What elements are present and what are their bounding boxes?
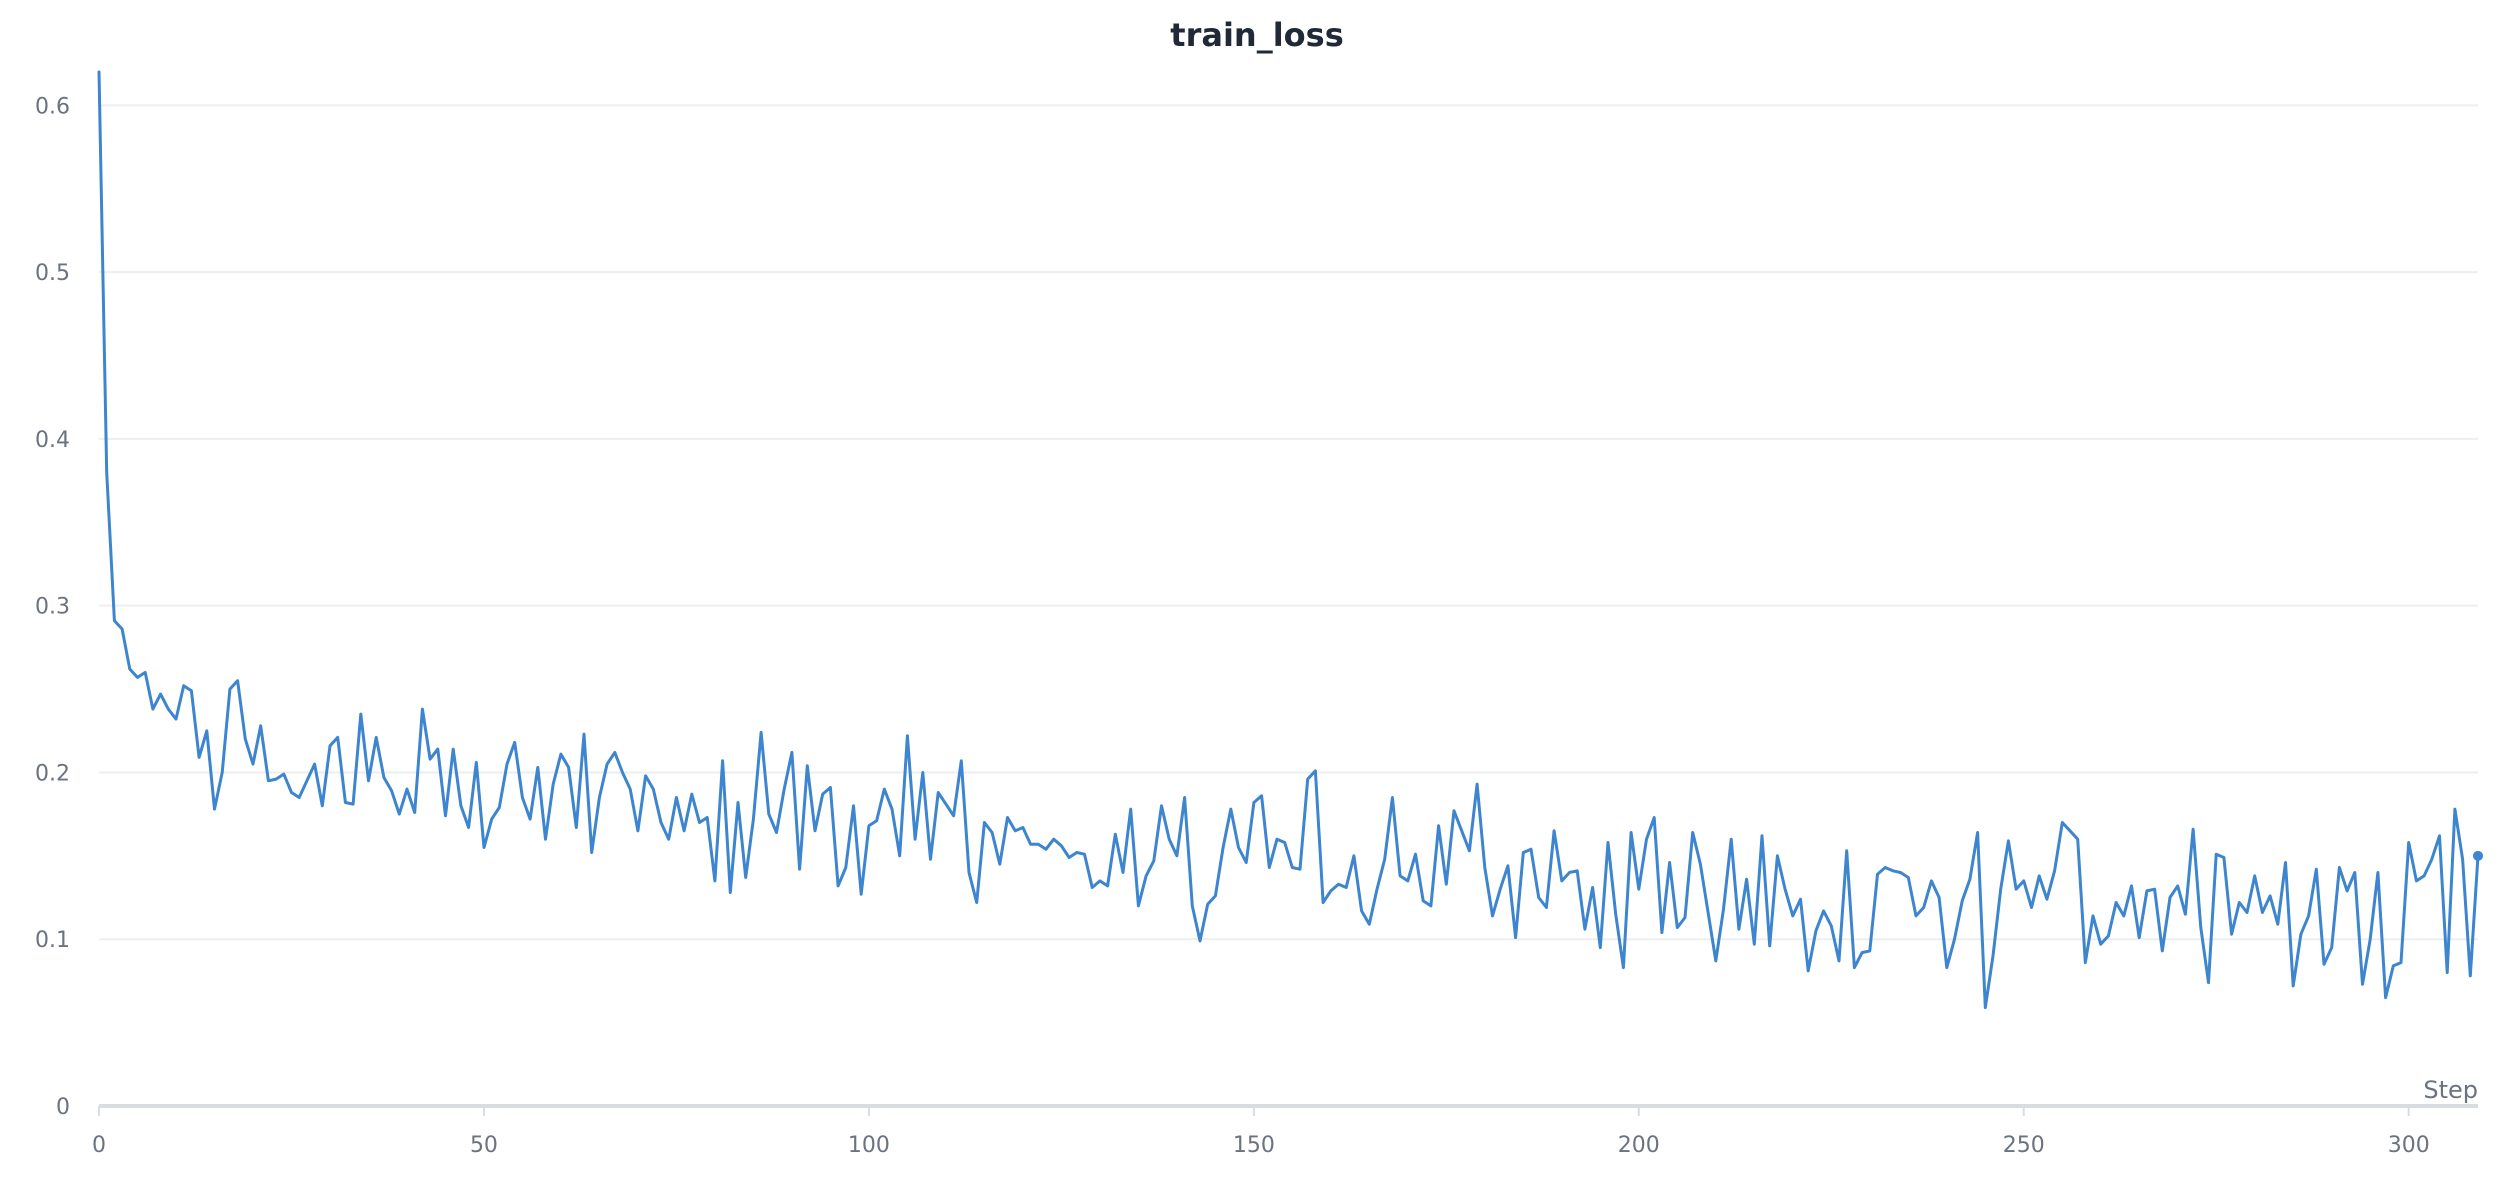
x-tick-label: 300 [2388,1133,2430,1158]
x-tick-label: 150 [1233,1133,1275,1158]
y-tick-label: 0.3 [35,595,70,620]
y-tick-label: 0.2 [35,761,70,786]
x-tick-label: 50 [470,1133,498,1158]
grid [99,104,2478,941]
x-tick-label: 250 [2003,1133,2045,1158]
y-tick-label: 0 [56,1095,70,1120]
series [97,70,2483,1010]
x-axis-title: Step [2423,1076,2478,1104]
x-tick-label: 200 [1618,1133,1660,1158]
chart-title: train_loss [1170,16,1343,54]
axes: 0 0.1 0.2 0.3 0.4 0.5 0.6 0 50 100 150 200 250 300 [35,94,2478,1158]
y-tick-label: 0.1 [35,928,70,953]
y-tick-label: 0.4 [35,428,70,453]
x-tick-label: 0 [92,1133,106,1158]
y-tick-label: 0.5 [35,261,70,286]
y-tick-label: 0.6 [35,94,70,119]
x-tick-label: 100 [848,1133,890,1158]
train-loss-line [97,70,2480,1010]
last-data-point [2473,850,2483,861]
